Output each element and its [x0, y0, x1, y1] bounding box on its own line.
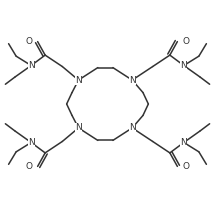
- Text: O: O: [26, 162, 33, 171]
- Text: O: O: [182, 37, 189, 46]
- Text: N: N: [180, 138, 187, 147]
- Text: N: N: [129, 123, 136, 132]
- Text: N: N: [75, 76, 82, 85]
- Text: N: N: [129, 76, 136, 85]
- Text: O: O: [182, 162, 189, 171]
- Text: N: N: [28, 138, 35, 147]
- Text: N: N: [75, 123, 82, 132]
- Text: O: O: [26, 37, 33, 46]
- Text: N: N: [28, 61, 35, 70]
- Text: N: N: [180, 61, 187, 70]
